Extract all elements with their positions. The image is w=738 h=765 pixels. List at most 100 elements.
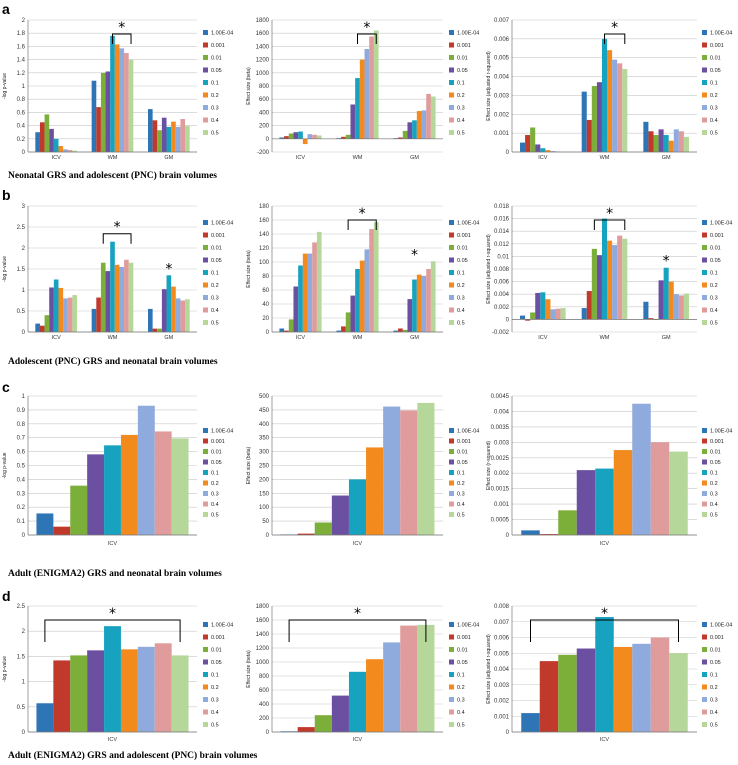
bar bbox=[185, 299, 190, 332]
y-tick-label: 0 bbox=[506, 150, 510, 156]
legend-swatch bbox=[449, 257, 454, 263]
legend-label: 0.001 bbox=[211, 439, 225, 445]
legend-label: 0.05 bbox=[457, 660, 468, 666]
significance-star: * bbox=[114, 220, 121, 236]
legend-swatch bbox=[702, 480, 707, 486]
legend-label: 0.1 bbox=[710, 271, 718, 277]
bar bbox=[307, 134, 313, 139]
bar bbox=[550, 309, 556, 320]
legend-swatch bbox=[203, 245, 208, 250]
bar bbox=[607, 50, 613, 152]
legend-label: 0.05 bbox=[457, 460, 468, 466]
y-tick-label: 0 bbox=[266, 137, 270, 143]
bar bbox=[595, 617, 614, 732]
legend-label: 1.00E-04 bbox=[457, 31, 479, 37]
bar bbox=[373, 222, 379, 332]
bar bbox=[157, 328, 162, 332]
legend-swatch bbox=[702, 55, 707, 60]
y-tick-label: 2 bbox=[22, 246, 26, 252]
legend-label: 0.05 bbox=[211, 258, 222, 264]
y-tick-label: 0 bbox=[506, 317, 510, 323]
significance-bracket bbox=[288, 619, 427, 642]
legend-swatch bbox=[449, 480, 454, 486]
legend-label: 0.3 bbox=[211, 296, 219, 302]
x-tick-label: GM bbox=[410, 155, 419, 161]
legend-label: 0.01 bbox=[710, 56, 721, 62]
bar bbox=[596, 255, 602, 320]
y-tick-label: 0.008 bbox=[494, 267, 510, 273]
y-tick-label: 0.006 bbox=[494, 280, 510, 286]
bar bbox=[345, 312, 351, 332]
x-tick-label: ICV bbox=[52, 335, 62, 341]
bar bbox=[331, 495, 349, 535]
bar bbox=[617, 235, 623, 320]
legend-swatch bbox=[449, 722, 454, 727]
legend-label: 0.05 bbox=[710, 660, 721, 666]
y-tick-label: 350 bbox=[259, 436, 270, 442]
bar bbox=[653, 135, 659, 152]
legend-swatch bbox=[702, 659, 707, 665]
legend-swatch bbox=[203, 647, 208, 652]
y-tick-label: -200 bbox=[257, 150, 270, 156]
y-tick-label: 0.3 bbox=[17, 491, 26, 497]
bar bbox=[359, 59, 365, 139]
y-tick-label: 1600 bbox=[256, 31, 270, 37]
panel-letter-c: c bbox=[2, 379, 10, 395]
legend-swatch bbox=[449, 491, 454, 496]
legend-swatch bbox=[449, 709, 454, 715]
panel-letter-a: a bbox=[2, 1, 10, 17]
bar bbox=[576, 648, 596, 732]
significance-bracket bbox=[347, 219, 377, 230]
y-axis-title: Effect size (adjusted r-squared) bbox=[486, 634, 492, 704]
legend-swatch bbox=[702, 67, 707, 73]
legend-swatch bbox=[449, 92, 454, 98]
bar bbox=[581, 308, 587, 320]
legend-label: 0.1 bbox=[457, 673, 465, 679]
y-tick-label: 0.014 bbox=[494, 229, 510, 235]
bar bbox=[63, 149, 68, 152]
bar bbox=[525, 319, 531, 321]
bar bbox=[297, 533, 315, 535]
legend-swatch bbox=[203, 428, 208, 433]
y-tick-label: 0 bbox=[22, 730, 26, 736]
y-tick-label: 2.5 bbox=[17, 225, 26, 231]
significance-star: * bbox=[354, 606, 361, 622]
legend-label: 0.5 bbox=[211, 513, 219, 519]
x-tick-label: ICV bbox=[353, 737, 363, 743]
x-tick-label: ICV bbox=[108, 737, 118, 743]
y-tick-label: 0.006 bbox=[494, 636, 510, 642]
legend-label: 0.01 bbox=[211, 450, 222, 456]
bar bbox=[284, 136, 289, 139]
legend-swatch bbox=[203, 470, 208, 475]
bar bbox=[128, 59, 134, 152]
legend-label: 0.01 bbox=[710, 648, 721, 654]
y-tick-label: 1800 bbox=[256, 18, 270, 24]
legend-label: 0.05 bbox=[211, 660, 222, 666]
bar bbox=[185, 125, 190, 152]
significance-star: * bbox=[359, 206, 366, 222]
bar bbox=[147, 109, 153, 152]
bar bbox=[607, 240, 613, 320]
bar bbox=[120, 434, 138, 535]
legend-label: 0.3 bbox=[710, 106, 718, 112]
bar bbox=[398, 137, 403, 139]
y-tick-label: 0 bbox=[22, 150, 26, 156]
y-tick-label: 1200 bbox=[256, 646, 270, 652]
legend-swatch bbox=[203, 105, 208, 110]
bar bbox=[171, 286, 176, 332]
x-tick-label: ICV bbox=[108, 541, 118, 547]
legend-label: 0.3 bbox=[457, 698, 465, 704]
bar bbox=[393, 330, 399, 332]
bar bbox=[100, 262, 106, 332]
y-axis-title: Effect size (beta) bbox=[246, 650, 252, 688]
charts: 0 0.2 0.4 0.6 0.8 1 1.2 1.4 1.6 1.8 2 -log p-value I… bbox=[2, 18, 732, 743]
bar bbox=[284, 330, 289, 332]
bar bbox=[104, 445, 121, 535]
bar bbox=[560, 308, 566, 320]
gm-significance-star: * bbox=[411, 247, 418, 263]
legend-swatch bbox=[203, 438, 208, 444]
legend-label: 0.05 bbox=[457, 258, 468, 264]
bar bbox=[53, 660, 71, 732]
bar bbox=[591, 248, 597, 320]
bar bbox=[530, 127, 536, 152]
